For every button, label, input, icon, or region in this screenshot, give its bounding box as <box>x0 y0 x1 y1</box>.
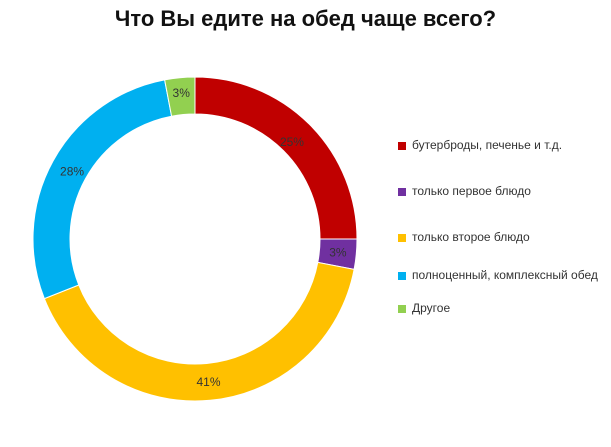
slice-data-label: 41% <box>196 375 220 389</box>
legend-swatch <box>398 142 406 150</box>
legend-item: только второе блюдо <box>398 230 598 245</box>
legend-item: только первое блюдо <box>398 184 598 199</box>
slice-data-label: 3% <box>329 246 347 260</box>
legend-label: только второе блюдо <box>412 230 530 244</box>
legend-label: бутерброды, печенье и т.д. <box>412 138 563 152</box>
slice-data-label: 25% <box>280 135 304 149</box>
legend-item: Другое <box>398 301 598 316</box>
donut-slice <box>164 76 196 117</box>
legend-swatch <box>398 234 406 242</box>
slice-data-label: 28% <box>60 164 84 178</box>
legend-swatch <box>398 305 406 313</box>
donut-slice <box>43 261 355 402</box>
donut-slice <box>32 79 173 300</box>
legend-item: полноценный, комплексный обед <box>398 268 598 283</box>
chart-legend: бутерброды, печенье и т.д. только первое … <box>398 138 598 316</box>
legend-swatch <box>398 272 406 280</box>
chart-title: Что Вы едите на обед чаще всего? <box>114 6 497 31</box>
legend-swatch <box>398 188 406 196</box>
donut-labels: 25% 3% 41% 28% 3% <box>60 86 347 389</box>
legend-label: только первое блюдо <box>412 184 531 198</box>
donut-slices <box>32 76 358 402</box>
legend-label: Другое <box>412 301 451 315</box>
donut-slice <box>194 76 358 240</box>
legend-label: полноценный, комплексный обед <box>412 268 598 282</box>
slice-data-label: 3% <box>173 86 191 100</box>
legend-item: бутерброды, печенье и т.д. <box>398 138 598 153</box>
